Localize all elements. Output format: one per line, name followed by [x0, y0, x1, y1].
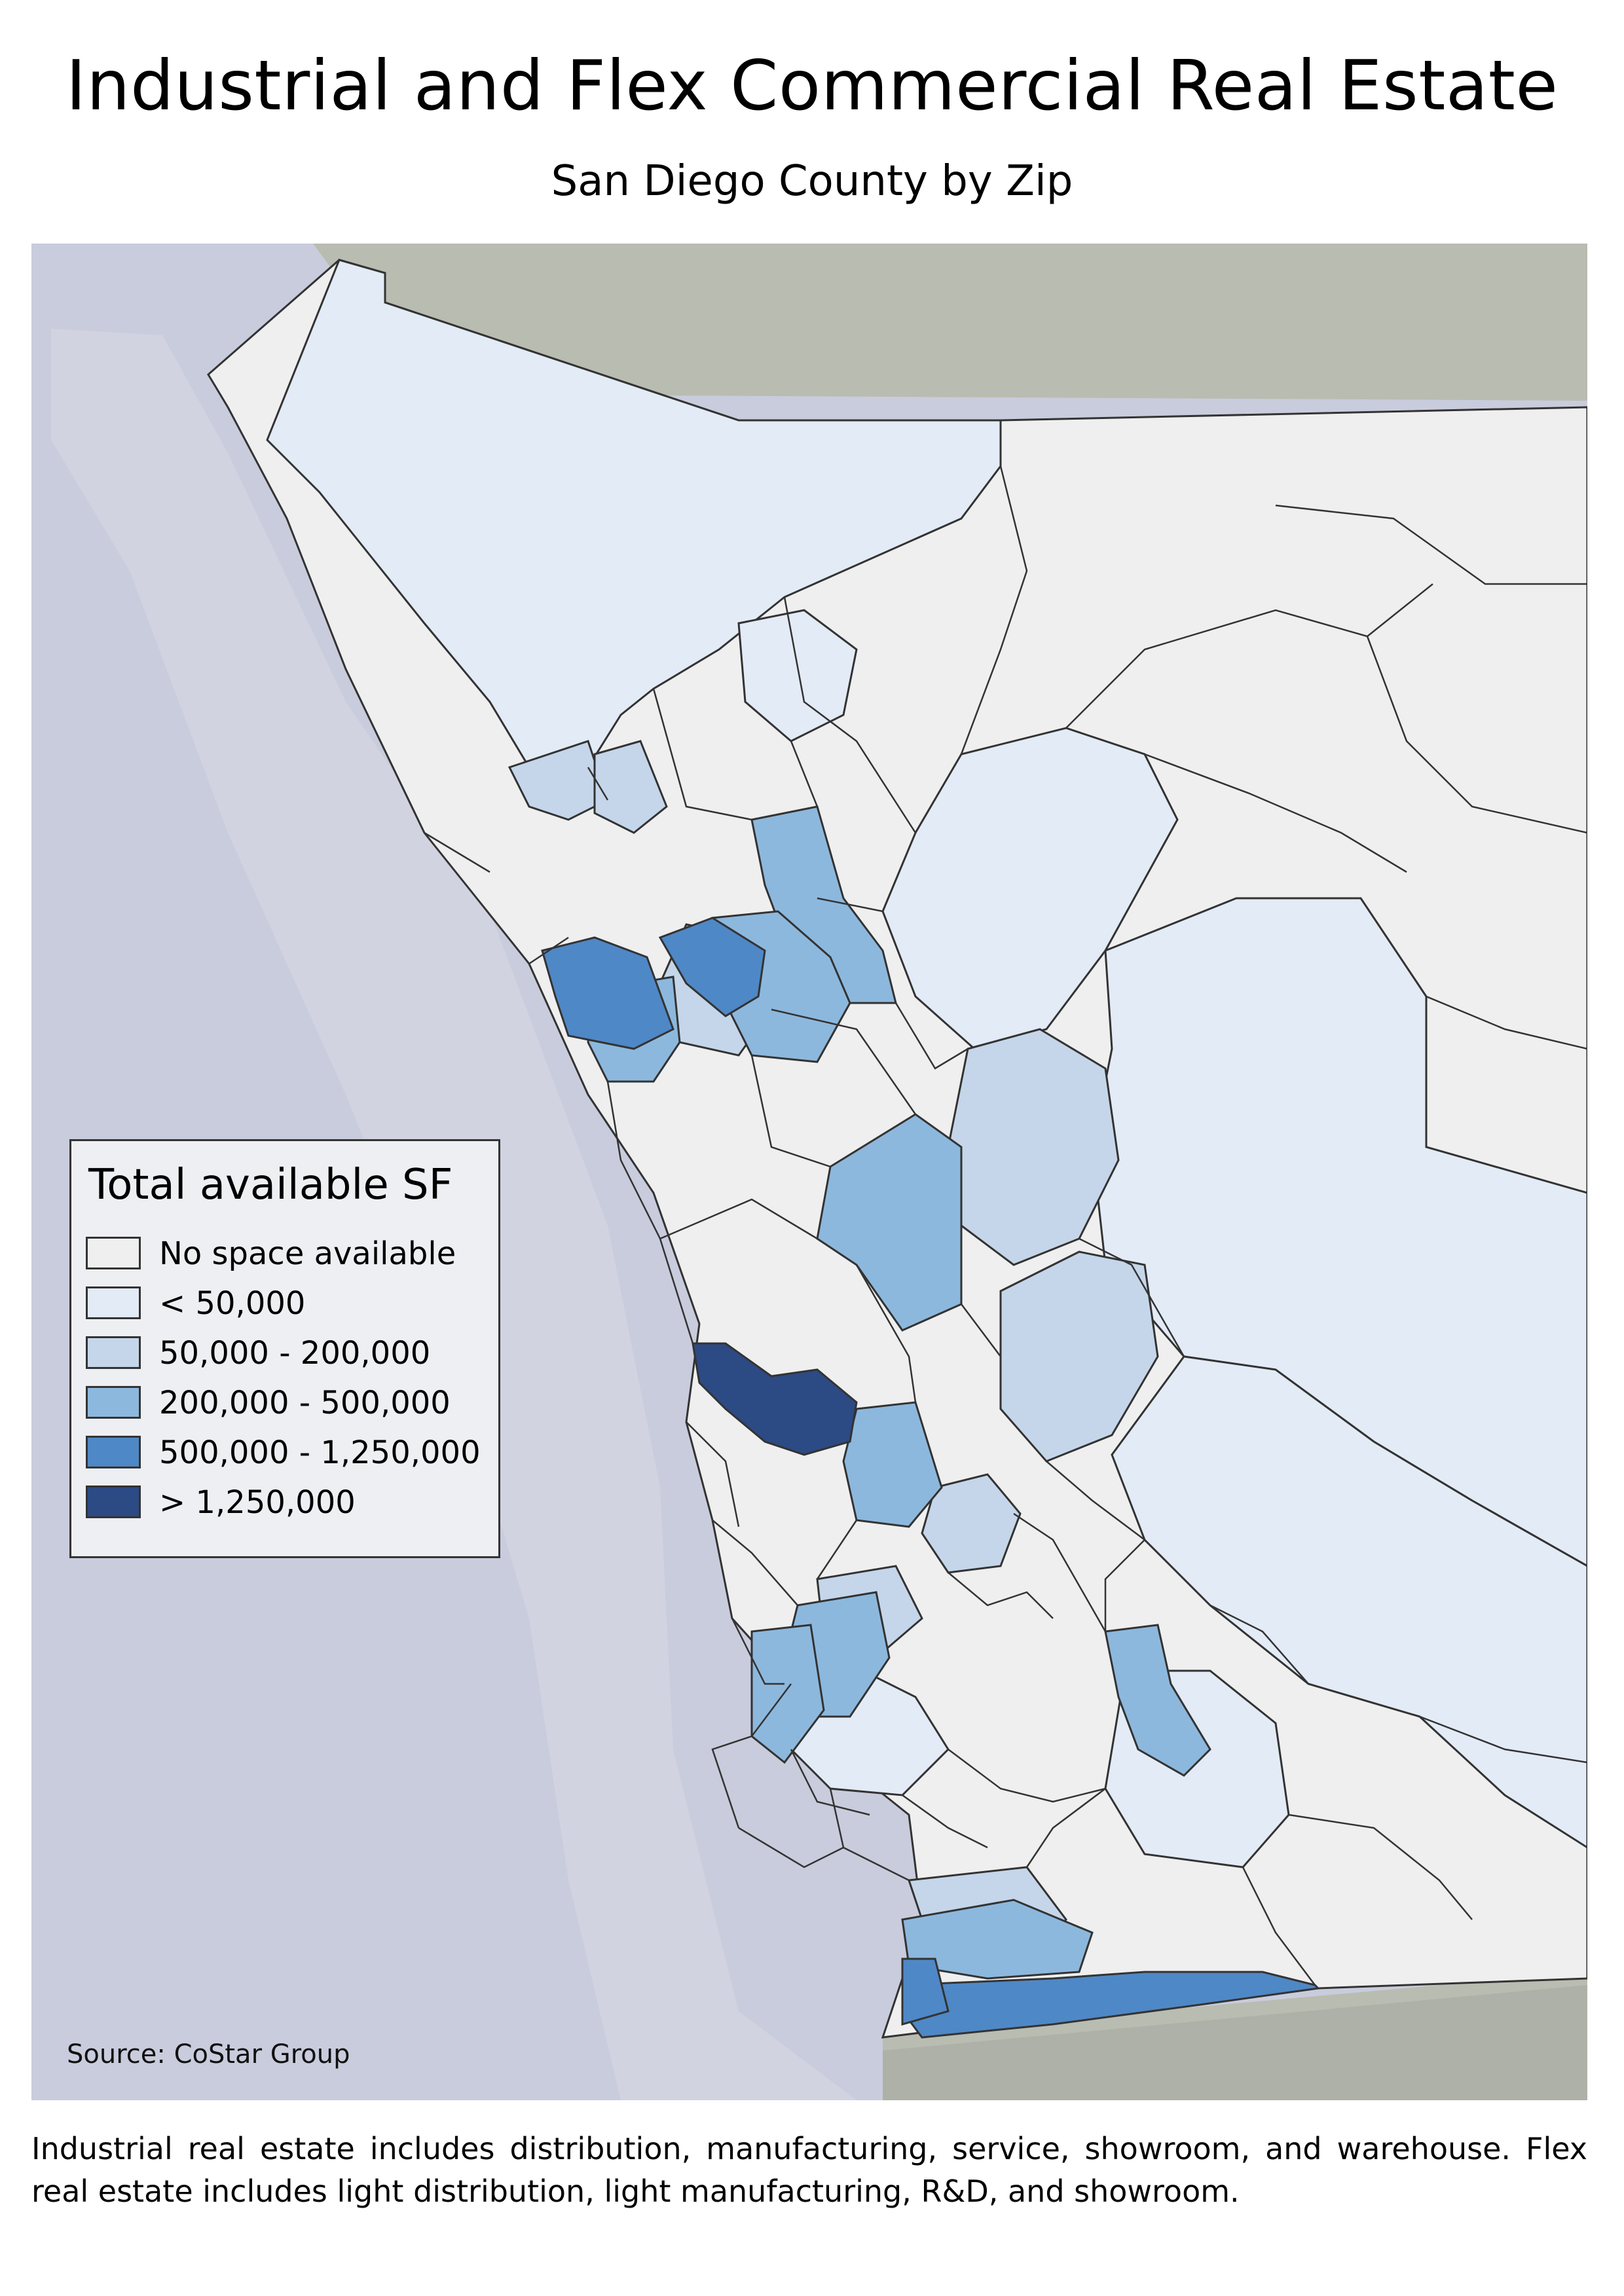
legend-label: 200,000 - 500,000	[159, 1385, 451, 1421]
region-santee	[921, 1473, 1022, 1574]
region-kearny-west	[750, 1624, 825, 1764]
map-title: Industrial and Flex Commercial Real Esta…	[65, 46, 1559, 126]
footnote: Industrial real estate includes distribu…	[31, 2131, 1587, 2209]
map-subtitle: San Diego County by Zip	[551, 157, 1073, 206]
region-north-coast	[266, 259, 1002, 769]
map-frame[interactable]	[31, 244, 1587, 2100]
region-otay-east	[901, 1958, 950, 2026]
source-credit: Source: CoStar Group	[67, 2039, 350, 2069]
legend-label: No space available	[159, 1235, 456, 1272]
region-el-cajon	[1104, 1624, 1211, 1777]
legend-label: 50,000 - 200,000	[159, 1335, 431, 1372]
legend-swatch	[86, 1485, 141, 1518]
legend-swatch	[86, 1237, 141, 1269]
zip-boundaries	[424, 465, 1587, 1986]
region-scripps	[816, 1113, 963, 1332]
legend-swatch	[86, 1286, 141, 1319]
legend-label: 500,000 - 1,250,000	[159, 1434, 481, 1471]
legend-swatch	[86, 1336, 141, 1369]
region-carlsbad-north	[507, 740, 609, 821]
legend-title: Total available SF	[88, 1161, 453, 1209]
legend-swatch	[86, 1386, 141, 1419]
region-carlsbad	[541, 936, 674, 1050]
region-oceanside	[593, 740, 668, 834]
region-san-marcos-east	[658, 917, 766, 1017]
region-poway	[999, 1250, 1159, 1463]
terrain-south	[883, 1985, 1587, 2100]
legend-swatch	[86, 1436, 141, 1468]
legend-label: > 1,250,000	[159, 1484, 356, 1521]
legend-label: < 50,000	[159, 1285, 306, 1322]
map-legend: Total available SF No space available < …	[69, 1139, 500, 1558]
region-central-north	[881, 727, 1179, 1050]
map-canvas[interactable]	[31, 244, 1587, 2100]
region-miramar	[692, 1342, 858, 1456]
region-inland-north	[737, 609, 858, 742]
region-otay-mesa	[901, 1971, 1321, 2039]
